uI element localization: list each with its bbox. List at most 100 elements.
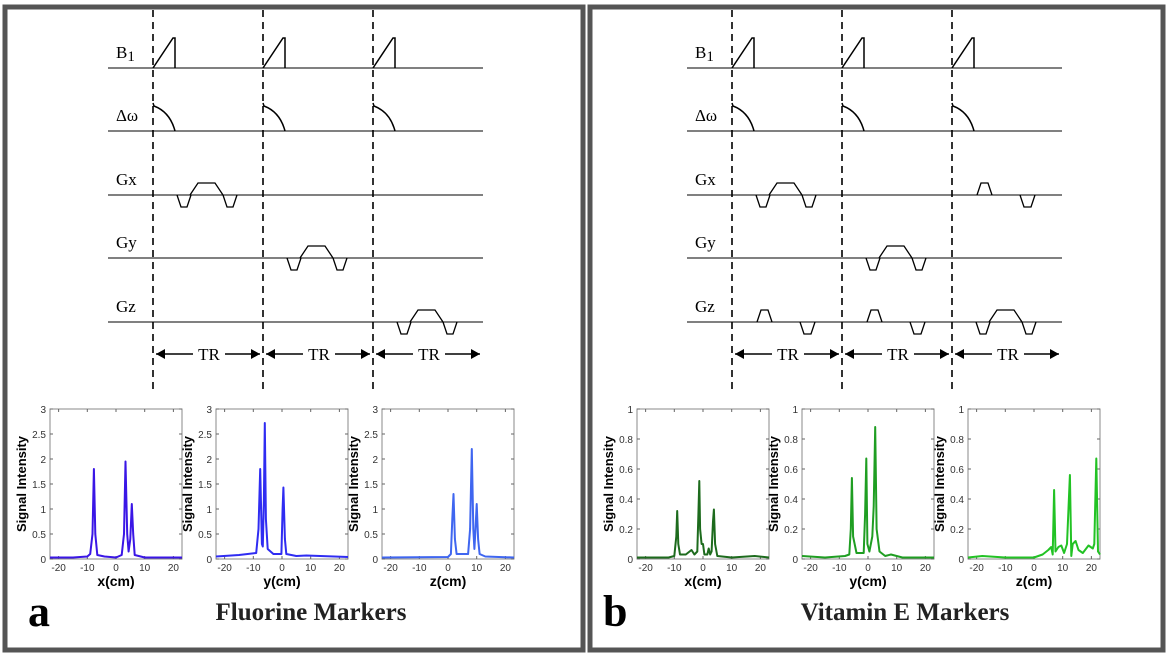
signal-line bbox=[801, 426, 934, 559]
channel-label: Δω bbox=[695, 106, 717, 125]
panel-letter: a bbox=[28, 587, 50, 636]
channel-label: Gx bbox=[116, 170, 137, 189]
signal-line bbox=[637, 480, 770, 559]
tr-label-bg bbox=[882, 345, 914, 363]
rf-pulse-ramp bbox=[841, 37, 865, 69]
rf-pulse-ramp bbox=[951, 37, 975, 69]
tr-label-bg bbox=[303, 345, 335, 363]
plot-y: -20 -10 0 10 20 0 0.2 0.4 0.6 0.8 1 y(cm) Signal Int… bbox=[766, 405, 935, 589]
panel-title: Vitamin E Markers bbox=[801, 599, 1010, 626]
plot-z: -20 -10 0 10 20 0 0.2 0.4 0.6 0.8 1 z(cm) Signal Int… bbox=[932, 405, 1101, 589]
y-tick-label: 0.6 bbox=[784, 465, 798, 476]
x-tick-label: -10 bbox=[667, 563, 682, 574]
plot-x: -20 -10 0 10 20 0 0.2 0.4 0.6 0.8 1 x(cm) Signal Int… bbox=[601, 405, 770, 589]
y-axis-label: Signal Intensity bbox=[346, 435, 361, 532]
plot-z: -20 -10 0 10 20 0 0.5 1 1.5 2 2.5 3 z(cm) Signal Inte… bbox=[346, 405, 515, 589]
y-tick-label: 2 bbox=[372, 455, 378, 466]
panel-frame bbox=[2, 4, 586, 653]
y-tick-label: 0.4 bbox=[619, 495, 633, 506]
y-tick-label: 0.6 bbox=[950, 465, 964, 476]
x-axis-label: x(cm) bbox=[684, 573, 721, 589]
tr-label: TR bbox=[198, 345, 220, 364]
tr-label: TR bbox=[418, 345, 440, 364]
y-tick-label: 1 bbox=[40, 505, 46, 516]
subscript: 1 bbox=[127, 49, 135, 65]
y-tick-label: 0 bbox=[372, 555, 378, 566]
signal-line bbox=[215, 422, 349, 558]
y-tick-label: 0 bbox=[206, 555, 212, 566]
channel-label: Gz bbox=[695, 297, 715, 316]
x-tick-label: 0 bbox=[445, 563, 451, 574]
x-tick-label: 20 bbox=[920, 563, 932, 574]
tr-label-bg bbox=[992, 345, 1024, 363]
x-tick-label: 0 bbox=[113, 563, 119, 574]
panel-title: Fluorine Markers bbox=[216, 599, 407, 626]
plot-axes-box bbox=[381, 408, 515, 560]
gradient-readout-Gy bbox=[286, 245, 348, 271]
plot-x: -20 -10 0 10 20 0 0.5 1 1.5 2 2.5 3 x(cm) Signal Inte… bbox=[14, 405, 183, 589]
y-tick-label: 3 bbox=[40, 405, 46, 416]
x-tick-label: -20 bbox=[217, 563, 232, 574]
tr-label-bg bbox=[193, 345, 225, 363]
x-tick-label: 10 bbox=[305, 563, 317, 574]
y-tick-label: 1 bbox=[627, 405, 633, 416]
rf-pulse-ramp bbox=[262, 37, 286, 69]
signal-line bbox=[381, 448, 515, 559]
rf-pulse-ramp bbox=[372, 37, 396, 69]
panel-letter: b bbox=[603, 587, 627, 636]
frequency-sweep-curve bbox=[731, 102, 755, 132]
x-tick-label: -20 bbox=[803, 563, 818, 574]
y-tick-label: 0.5 bbox=[198, 530, 212, 541]
plot-axes-box bbox=[49, 408, 183, 560]
y-axis-label: Signal Intensity bbox=[601, 435, 616, 532]
y-axis-label: Signal Intensity bbox=[180, 435, 195, 532]
x-tick-label: 20 bbox=[168, 563, 180, 574]
y-tick-label: 3 bbox=[206, 405, 212, 416]
y-tick-label: 0.4 bbox=[950, 495, 964, 506]
plot-y: -20 -10 0 10 20 0 0.5 1 1.5 2 2.5 3 y(cm) Signal Inte… bbox=[180, 405, 349, 589]
y-tick-label: 2.5 bbox=[32, 430, 46, 441]
gradient-readout-Gz bbox=[975, 309, 1037, 335]
gradient-crusher-Gz bbox=[866, 309, 926, 335]
x-tick-label: 20 bbox=[334, 563, 346, 574]
x-tick-label: -20 bbox=[51, 563, 66, 574]
channel-label: Δω bbox=[116, 106, 138, 125]
y-tick-label: 0.8 bbox=[619, 435, 633, 446]
x-tick-label: -10 bbox=[412, 563, 427, 574]
x-tick-label: -10 bbox=[832, 563, 847, 574]
channel-label: B1 bbox=[695, 43, 714, 65]
channel-label: Gy bbox=[695, 233, 716, 252]
y-axis-label: Signal Intensity bbox=[766, 435, 781, 532]
y-tick-label: 0.2 bbox=[784, 525, 798, 536]
y-tick-label: 0.8 bbox=[784, 435, 798, 446]
y-tick-label: 1.5 bbox=[198, 480, 212, 491]
y-tick-label: 2.5 bbox=[364, 430, 378, 441]
y-tick-label: 2 bbox=[206, 455, 212, 466]
y-tick-label: 0 bbox=[958, 555, 964, 566]
y-tick-label: 0.5 bbox=[364, 530, 378, 541]
y-axis-label: Signal Intensity bbox=[14, 435, 29, 532]
plot-axes-box bbox=[636, 408, 770, 560]
gradient-readout-Gx bbox=[755, 182, 817, 208]
x-tick-label: 10 bbox=[139, 563, 151, 574]
x-tick-label: 20 bbox=[1086, 563, 1098, 574]
tr-label: TR bbox=[887, 345, 909, 364]
panel-frame bbox=[587, 4, 1166, 653]
y-tick-label: 1 bbox=[372, 505, 378, 516]
x-tick-label: -10 bbox=[246, 563, 261, 574]
channel-label: Gy bbox=[116, 233, 137, 252]
x-axis-label: y(cm) bbox=[849, 573, 886, 589]
y-tick-label: 0.5 bbox=[32, 530, 46, 541]
x-tick-label: 20 bbox=[500, 563, 512, 574]
tr-label-bg bbox=[772, 345, 804, 363]
channel-label: Gz bbox=[116, 297, 136, 316]
x-tick-label: 10 bbox=[891, 563, 903, 574]
y-axis-label: Signal Intensity bbox=[932, 435, 947, 532]
frequency-sweep-curve bbox=[951, 102, 975, 132]
x-tick-label: 10 bbox=[726, 563, 738, 574]
y-tick-label: 0 bbox=[40, 555, 46, 566]
subscript: 1 bbox=[706, 49, 714, 65]
y-tick-label: 0.8 bbox=[950, 435, 964, 446]
